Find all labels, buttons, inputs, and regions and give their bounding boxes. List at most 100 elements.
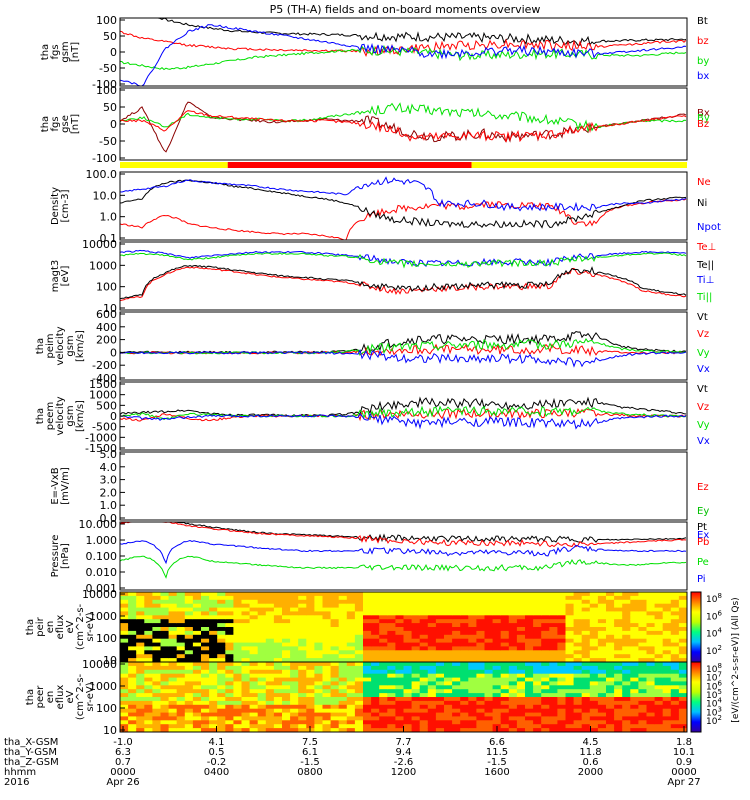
spectrogram-cell <box>387 708 396 714</box>
spectrogram-cell <box>678 611 687 616</box>
spectrogram-cell <box>597 623 607 628</box>
spectrogram-cell <box>387 646 396 651</box>
spectrogram-cell <box>492 700 502 706</box>
spectrogram-cell <box>549 623 558 628</box>
spectrogram-cell <box>249 700 259 706</box>
spectrogram-cell <box>298 728 307 732</box>
spectrogram-cell <box>419 615 429 620</box>
spectrogram-cell <box>411 693 421 698</box>
spectrogram-cell <box>541 712 550 718</box>
spectrogram-cell <box>614 665 623 671</box>
spectrogram-cell <box>184 611 194 616</box>
spectrogram-cell <box>136 623 145 628</box>
spectrogram-cell <box>395 619 405 624</box>
spectrogram-cell <box>176 697 186 702</box>
spectrogram-cell <box>452 595 461 601</box>
spectrogram-cell <box>225 689 234 694</box>
spectrogram-cell <box>541 646 550 651</box>
spectrogram-cell <box>484 712 494 718</box>
spectrogram-cell <box>646 603 656 609</box>
spectrogram-cell <box>209 615 218 620</box>
spectrogram-cell <box>168 603 178 609</box>
spectrogram-cell <box>565 592 575 597</box>
spectrogram-cell <box>403 646 413 651</box>
spectrogram-cell <box>241 611 251 616</box>
panel-frame <box>119 17 688 87</box>
spectrogram-cell <box>427 603 437 609</box>
spectrogram-cell <box>306 619 315 624</box>
spectrogram-cell <box>646 607 656 613</box>
spectrogram-cell <box>136 724 145 729</box>
spectrogram-cell <box>363 697 372 702</box>
spectrogram-cell <box>257 615 267 620</box>
spectrogram-cell <box>233 673 243 679</box>
spectrogram-cell <box>614 603 623 609</box>
spectrogram-cell <box>630 665 639 671</box>
spectrogram-cell <box>452 599 461 605</box>
spectrogram-cell <box>395 615 405 620</box>
spectrogram-cell <box>120 700 129 706</box>
spectrogram-cell <box>379 630 388 636</box>
spectrogram-cell <box>363 716 372 721</box>
spectrogram-cell <box>265 712 275 718</box>
spectrogram-cell <box>427 642 437 648</box>
spectrogram-cell <box>670 712 680 718</box>
spectrogram-cell <box>525 595 534 601</box>
spectrogram-cell <box>346 599 356 605</box>
spectrogram-cell <box>184 595 194 601</box>
spectrogram-cell <box>192 611 202 616</box>
spectrogram-cell <box>460 646 469 651</box>
spectrogram-cell <box>678 665 687 671</box>
spectrogram-cell <box>573 654 583 659</box>
spectrogram-cell <box>427 728 437 732</box>
spectrogram-cell <box>549 658 558 662</box>
spectrogram-cell <box>249 728 259 732</box>
spectrogram-cell <box>589 592 599 597</box>
spectrogram-cell <box>209 662 218 667</box>
spectrogram-cell <box>427 599 437 605</box>
spectrogram-cell <box>419 623 429 628</box>
spectrogram-cell <box>419 603 429 609</box>
series-line-red <box>120 30 687 58</box>
spectrogram-cell <box>290 689 299 694</box>
spectrogram-cell <box>516 716 526 721</box>
spectrogram-cell <box>557 638 567 644</box>
spectrogram-cell <box>452 603 461 609</box>
spectrogram-cell <box>419 658 429 662</box>
spectrogram-cell <box>484 650 494 655</box>
spectrogram-cell <box>354 697 364 702</box>
spectrogram-cell <box>363 638 372 644</box>
spectrogram-cell <box>630 708 639 714</box>
spectrogram-cell <box>678 595 687 601</box>
spectrogram-cell <box>152 700 162 706</box>
spectrogram-cell <box>597 677 607 683</box>
spectrogram-cell <box>168 638 178 644</box>
spectrogram-cell <box>468 720 477 725</box>
spectrogram-cell <box>387 716 396 721</box>
spectrogram-cell <box>500 704 510 710</box>
spectrogram-cell <box>152 595 162 601</box>
spectrogram-cell <box>678 603 687 609</box>
spectrogram-cell <box>257 630 267 636</box>
spectrogram-cell <box>120 716 129 721</box>
y-tick-label: 10 <box>103 654 117 667</box>
spectrogram-cell <box>192 623 202 628</box>
spectrogram-cell <box>508 724 518 729</box>
spectrogram-cell <box>581 642 591 648</box>
spectrogram-cell <box>354 724 364 729</box>
x-axis-value: 1200 <box>391 767 416 778</box>
spectrogram-cell <box>492 654 502 659</box>
spectrogram-cell <box>160 662 170 667</box>
spectrogram-cell <box>500 685 510 690</box>
spectrogram-cell <box>209 611 218 616</box>
spectrogram-cell <box>249 646 259 651</box>
spectrogram-cell <box>176 685 186 690</box>
spectrogram-cell <box>419 673 429 679</box>
spectrogram-cell <box>581 712 591 718</box>
spectrogram-cell <box>225 623 234 628</box>
spectrogram-cell <box>354 630 364 636</box>
spectrogram-cell <box>168 599 178 605</box>
spectrogram-cell <box>257 669 267 675</box>
spectrogram-cell <box>152 615 162 620</box>
spectrogram-cell <box>330 615 340 620</box>
